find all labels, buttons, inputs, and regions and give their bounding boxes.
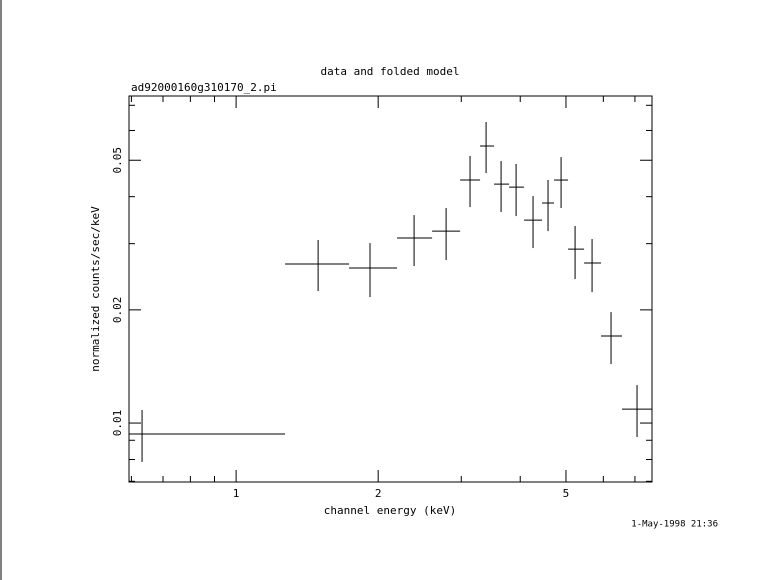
chart-title: data and folded model [320, 65, 459, 78]
y-tick-label: 0.01 [111, 410, 124, 437]
x-tick-label: 5 [563, 487, 570, 500]
x-tick-label: 1 [233, 487, 240, 500]
x-tick-label: 2 [375, 487, 382, 500]
y-tick-label: 0.02 [111, 297, 124, 324]
chart-subtitle: ad92000160g310170_2.pi [131, 81, 277, 94]
y-axis-label: normalized counts/sec/keV [89, 206, 102, 372]
plot-frame [128, 95, 653, 483]
x-axis-label: channel energy (keV) [324, 504, 456, 517]
y-tick-label: 0.05 [111, 147, 124, 174]
timestamp: 1-May-1998 21:36 [631, 520, 718, 530]
